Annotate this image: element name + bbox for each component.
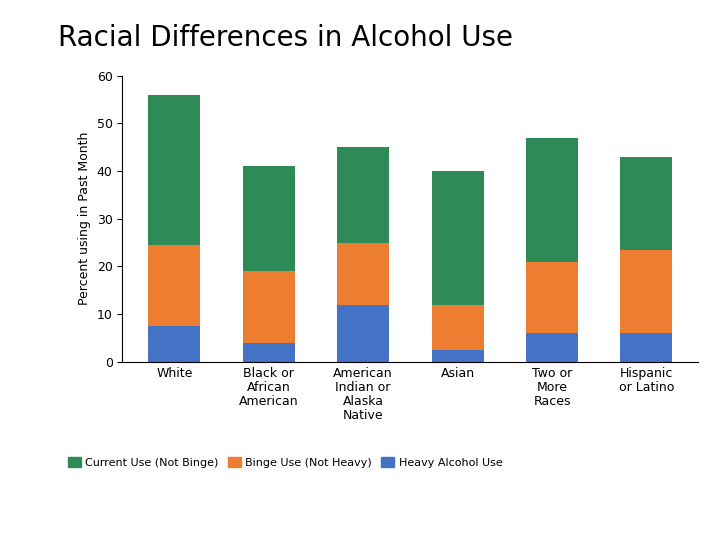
Text: Racial Differences in Alcohol Use: Racial Differences in Alcohol Use: [58, 24, 513, 52]
Bar: [432, 350, 484, 362]
Bar: [621, 333, 672, 362]
Text: CENGAGE: CENGAGE: [65, 512, 117, 522]
Bar: [243, 343, 294, 362]
Bar: [243, 166, 294, 271]
Bar: [621, 249, 672, 333]
Y-axis label: Percent using in Past Month: Percent using in Past Month: [78, 132, 91, 306]
Bar: [526, 333, 578, 362]
Bar: [337, 242, 389, 305]
Bar: [148, 326, 200, 362]
Text: © 2019 Cengage. All rights reserved.: © 2019 Cengage. All rights reserved.: [262, 512, 458, 522]
Bar: [337, 305, 389, 362]
Bar: [432, 305, 484, 350]
Bar: [337, 147, 389, 242]
Bar: [621, 157, 672, 249]
Legend: Current Use (Not Binge), Binge Use (Not Heavy), Heavy Alcohol Use: Current Use (Not Binge), Binge Use (Not …: [63, 453, 507, 472]
Bar: [148, 245, 200, 326]
Bar: [432, 171, 484, 305]
Bar: [243, 271, 294, 343]
Bar: [148, 94, 200, 245]
Bar: [526, 138, 578, 261]
Bar: [526, 261, 578, 333]
